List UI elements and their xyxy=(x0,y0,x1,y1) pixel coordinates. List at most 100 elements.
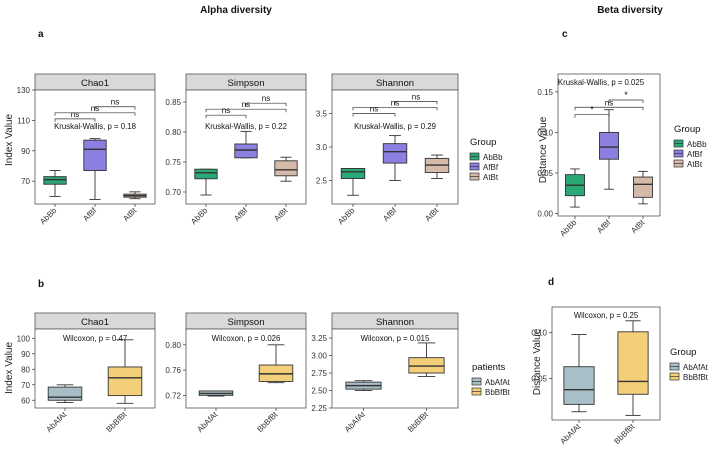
y-tick-label: 3.0 xyxy=(316,143,328,152)
y-tick-label: 100 xyxy=(17,334,31,343)
facet-b-0: Chao1 60 70 80 90 100 Wilcoxon, p = 0.47 AbAfAt… xyxy=(17,312,156,435)
box-body xyxy=(194,168,218,180)
y-axis-title: Distance Value xyxy=(532,328,543,395)
box-AtBt xyxy=(123,191,147,200)
legend-entry: BbBfBt xyxy=(683,373,709,382)
x-tick-label: AtBt xyxy=(423,206,441,224)
chart-panel-b: Index Value Chao1 60 70 80 90 100 Wilcoxon, p =… xyxy=(4,312,511,435)
x-tick-label: AbBb xyxy=(336,206,357,227)
y-tick-label: 70 xyxy=(21,177,30,186)
y-tick-label: 110 xyxy=(17,116,30,125)
comparison-label: ns xyxy=(370,104,378,113)
legend-entry: AfBf xyxy=(687,150,703,159)
y-tick-label: 0.72 xyxy=(165,391,181,400)
legend-title: patients xyxy=(472,362,506,373)
x-tick-label: AfBf xyxy=(232,206,250,224)
y-axis-title: Index Value xyxy=(4,342,15,395)
stat-annotation: Kruskal-Wallis, p = 0.29 xyxy=(354,122,436,131)
comparison-bracket xyxy=(205,114,247,119)
box-body xyxy=(340,168,366,179)
y-tick-label: 2.5 xyxy=(316,177,328,186)
x-tick-label: AfBf xyxy=(595,218,613,236)
charts-layer: Index Value Chao1 70 90 110 130 Kruskal-Wallis… xyxy=(4,73,709,446)
facet-b-2: Shannon 2.25 2.50 2.75 3.00 3.25 Wilcoxon, p =… xyxy=(311,312,459,435)
facet-b-1: Simpson 0.72 0.76 0.80 Wilcoxon, p = 0.026 Ab… xyxy=(165,312,307,435)
box-AbAfAt xyxy=(47,384,83,404)
facet-a-0: Chao1 70 90 110 130 Kruskal-Wallis, p = 0.18 A… xyxy=(17,73,156,226)
y-tick-label: 2.25 xyxy=(311,404,327,413)
x-tick-label: AtBt xyxy=(629,218,647,236)
comparison-label: ns xyxy=(605,98,613,107)
box-body xyxy=(633,176,653,198)
legend-title: Group xyxy=(470,137,496,148)
box-BbBfBt xyxy=(258,344,294,384)
y-tick-label: 70 xyxy=(21,381,30,390)
y-tick-label: 0.80 xyxy=(165,341,181,350)
alpha-heading: Alpha diversity xyxy=(200,5,272,16)
comparison-bracket xyxy=(245,102,287,107)
x-tick-label: AbBb xyxy=(189,206,210,227)
comparison-label: ns xyxy=(71,110,79,119)
comparison-label: ns xyxy=(91,104,99,113)
box-AfBf xyxy=(83,138,107,200)
y-tick-label: 3.25 xyxy=(311,334,327,343)
y-tick-label: 130 xyxy=(17,86,31,95)
y-tick-label: 90 xyxy=(21,147,30,156)
panel-label-d: d xyxy=(548,277,554,288)
legend-entry: AbAfAt xyxy=(683,363,709,372)
box-AtBt xyxy=(424,154,450,179)
legend-entry: AfBf xyxy=(483,163,499,172)
facet-title: Simpson xyxy=(228,78,265,89)
box-body xyxy=(83,139,107,172)
box-AtBt xyxy=(274,156,298,182)
comparison-bracket xyxy=(352,113,396,117)
legend-entry: AtBt xyxy=(483,173,499,182)
box-body xyxy=(107,366,143,397)
comparison-label: ns xyxy=(391,98,399,107)
facet-title: Chao1 xyxy=(81,317,109,328)
box-body xyxy=(617,331,649,395)
x-tick-label: AbAfAt xyxy=(195,410,220,435)
comparison-label: ns xyxy=(412,92,420,101)
legend-entry: AbBb xyxy=(687,140,707,149)
box-AbBb xyxy=(43,170,67,197)
stat-annotation: Kruskal-Wallis, p = 0.22 xyxy=(205,122,287,131)
y-tick-label: 0.80 xyxy=(165,128,181,137)
x-tick-label: BbBfBt xyxy=(104,410,129,435)
y-tick-label: 3.00 xyxy=(311,352,327,361)
x-tick-label: BbBfBt xyxy=(406,410,431,435)
stat-annotation: Wilcoxon, p = 0.026 xyxy=(212,334,281,343)
box-AbBb xyxy=(194,168,218,196)
comparison-bracket xyxy=(352,107,438,111)
comparison-bracket xyxy=(94,106,136,110)
stat-annotation: Wilcoxon, p = 0.25 xyxy=(574,311,639,320)
stat-annotation: Kruskal-Wallis, p = 0.18 xyxy=(54,122,136,131)
box-AfBf xyxy=(234,130,258,159)
stat-annotation: Wilcoxon, p = 0.47 xyxy=(63,334,127,343)
x-tick-label: AtBt xyxy=(272,206,290,224)
facet-a-2: Shannon 2.5 3.0 3.5 Kruskal-Wallis, p = 0.29… xyxy=(316,73,459,227)
box-BbBfBt xyxy=(617,320,649,416)
panel-label-c: c xyxy=(562,29,568,40)
y-tick-label: 0.00 xyxy=(537,210,553,219)
comparison-bracket xyxy=(394,101,438,105)
facet-c-0: 0.00 0.05 0.10 0.15 Kruskal-Wallis, p = 0.02… xyxy=(537,73,661,238)
y-tick-label: 0.15 xyxy=(537,88,553,97)
y-tick-label: 90 xyxy=(21,350,30,359)
box-AbAfAt xyxy=(345,380,382,391)
y-tick-label: 0.70 xyxy=(165,188,181,197)
box-body xyxy=(599,131,619,160)
box-BbBfBt xyxy=(107,339,143,404)
comparison-bracket xyxy=(54,118,96,122)
box-AtBt xyxy=(633,170,653,205)
y-tick-label: 0.05 xyxy=(537,169,553,178)
legend-title: Group xyxy=(674,124,700,135)
box-AbBb xyxy=(340,168,366,196)
comparison-label: * xyxy=(624,90,628,100)
y-tick-label: 60 xyxy=(21,396,30,405)
